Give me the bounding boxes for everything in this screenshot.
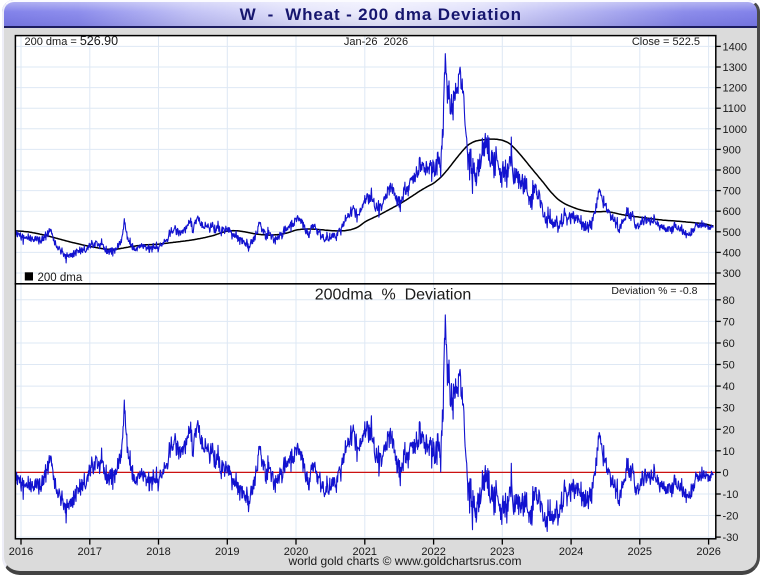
svg-text:Jan-26 2026: Jan-26 2026 [344,36,408,48]
svg-text:300: 300 [723,268,741,280]
svg-text:Close = 522.5: Close = 522.5 [632,36,700,48]
svg-text:200 dma = 526.90: 200 dma = 526.90 [25,34,119,48]
svg-text:1100: 1100 [723,103,747,115]
svg-text:60: 60 [723,338,735,350]
svg-text:900: 900 [723,144,741,156]
svg-text:2018: 2018 [146,546,170,558]
svg-text:1300: 1300 [723,62,747,74]
svg-text:700: 700 [723,186,741,198]
svg-text:70: 70 [723,316,735,328]
svg-text:200 dma: 200 dma [38,272,83,284]
svg-text:-20: -20 [723,511,739,523]
svg-text:-10: -10 [723,489,739,501]
svg-text:40: 40 [723,381,735,393]
svg-text:50: 50 [723,360,735,372]
svg-text:2020: 2020 [284,546,308,558]
svg-text:2026: 2026 [696,546,720,558]
svg-text:2016: 2016 [9,546,33,558]
svg-text:10: 10 [723,446,735,458]
svg-text:800: 800 [723,165,741,177]
svg-text:2017: 2017 [78,546,102,558]
svg-text:2023: 2023 [490,546,514,558]
svg-text:Deviation % = -0.8: Deviation % = -0.8 [611,285,697,297]
svg-text:500: 500 [723,227,741,239]
svg-text:0: 0 [723,467,729,479]
svg-text:2019: 2019 [215,546,239,558]
svg-text:400: 400 [723,247,741,259]
svg-text:2025: 2025 [628,546,652,558]
svg-text:80: 80 [723,295,735,307]
svg-text:1400: 1400 [723,41,747,53]
svg-text:2024: 2024 [559,546,583,558]
svg-text:1200: 1200 [723,83,747,95]
svg-text:600: 600 [723,206,741,218]
svg-text:200dma % Deviation: 200dma % Deviation [315,287,472,304]
svg-text:world gold charts © www.goldch: world gold charts © www.goldchartsrus.co… [288,554,522,568]
svg-text:2021: 2021 [353,546,377,558]
svg-text:20: 20 [723,424,735,436]
svg-text:-30: -30 [723,532,739,544]
svg-text:1000: 1000 [723,124,747,136]
svg-text:30: 30 [723,403,735,415]
svg-text:2022: 2022 [421,546,445,558]
